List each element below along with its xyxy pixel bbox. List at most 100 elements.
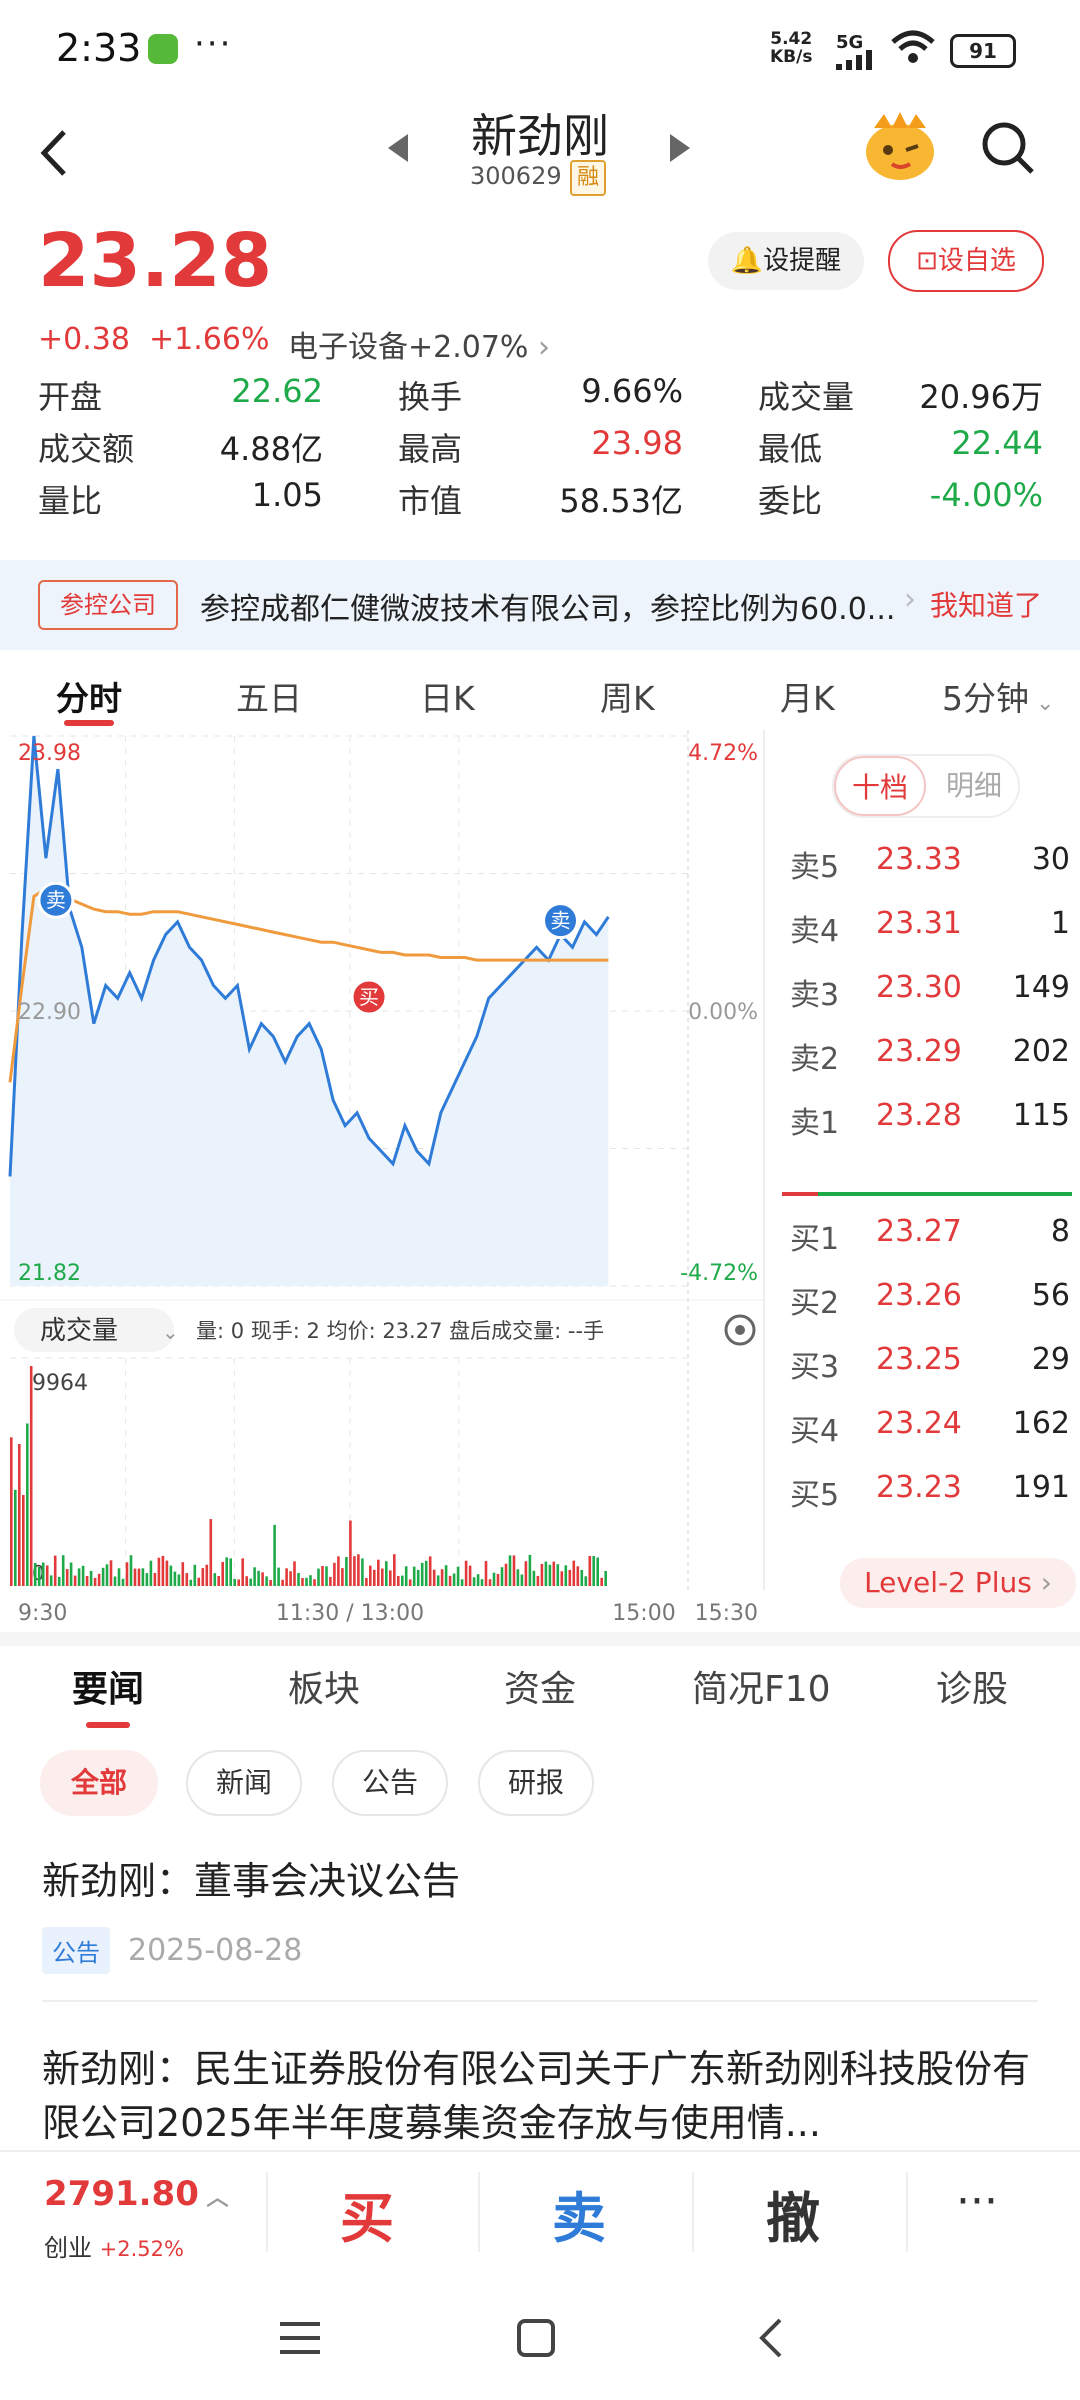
buy-button[interactable]: 买 xyxy=(340,2187,394,2250)
bell-icon: 🔔 xyxy=(730,246,764,276)
ask-row[interactable]: 卖3 23.30 149 xyxy=(780,970,1070,1030)
filter-news[interactable]: 新闻 xyxy=(186,1750,302,1816)
notice-banner[interactable]: 参控公司 参控成都仁健微波技术有限公司，参控比例为60.0... › 我知道了 xyxy=(0,560,1080,650)
bid-row[interactable]: 买5 23.23 191 xyxy=(780,1470,1070,1530)
ask-row[interactable]: 卖1 23.28 115 xyxy=(780,1098,1070,1158)
bid-row[interactable]: 买3 23.25 29 xyxy=(780,1342,1070,1402)
divider xyxy=(266,2172,268,2252)
next-stock-icon[interactable] xyxy=(668,132,692,164)
volume-bar xyxy=(93,1577,97,1586)
level-volume: 30 xyxy=(1031,842,1070,877)
volume-bar xyxy=(33,1562,37,1586)
volume-info: 量: 0 现手: 2 均价: 23.27 盘后成交量: --手 xyxy=(196,1319,604,1343)
volume-bar xyxy=(165,1560,169,1586)
filter-announcement[interactable]: 公告 xyxy=(332,1750,448,1816)
volume-bar xyxy=(528,1554,532,1586)
filter-research[interactable]: 研报 xyxy=(478,1750,594,1816)
volume-bar xyxy=(189,1579,193,1586)
tab-sector[interactable]: 板块 xyxy=(288,1669,361,1710)
volume-bar xyxy=(516,1569,520,1586)
order-book: 十档 明细 卖5 23.33 30 卖4 23.31 1 卖3 23.30 149 卖2 23.29… xyxy=(770,730,1080,1610)
trade-marker-label: 卖 xyxy=(46,888,66,912)
filter-all[interactable]: 全部 xyxy=(40,1750,158,1816)
news-item[interactable]: 新劲刚：董事会决议公告 公告 2025-08-28 xyxy=(42,1850,1042,1974)
volume-bar xyxy=(45,1565,49,1586)
volume-bar xyxy=(245,1576,248,1586)
tab-headlines[interactable]: 要闻 xyxy=(72,1669,145,1710)
volume-bar xyxy=(488,1579,492,1586)
level-volume: 149 xyxy=(1012,970,1070,1005)
level-price: 23.24 xyxy=(876,1406,962,1441)
level-volume: 162 xyxy=(1012,1406,1070,1441)
tab-weekly-k[interactable]: 周K xyxy=(600,679,655,718)
level2-plus-button[interactable]: Level-2 Plus › xyxy=(840,1558,1076,1608)
section-divider xyxy=(0,1632,1080,1646)
volume-bar xyxy=(544,1561,548,1586)
tab-intraday[interactable]: 分时 xyxy=(56,679,122,718)
average-line xyxy=(8,887,609,1083)
quote-stat: 成交量 20.96万 xyxy=(758,372,1043,418)
set-alert-button[interactable]: 🔔设提醒 xyxy=(708,232,864,290)
tab-5day[interactable]: 五日 xyxy=(236,679,302,718)
bid-row[interactable]: 买2 23.26 56 xyxy=(780,1278,1070,1338)
mascot-icon[interactable] xyxy=(862,110,938,182)
level-label: 买5 xyxy=(790,1478,840,1513)
level-price: 23.27 xyxy=(876,1214,962,1249)
volume-bar xyxy=(484,1561,488,1586)
quote-stat: 最高 23.98 xyxy=(398,424,683,470)
news-tabs: 要闻 板块 资金 简况F10 诊股 xyxy=(0,1640,1080,1730)
ask-row[interactable]: 卖5 23.33 30 xyxy=(780,842,1070,902)
tab-daily-k[interactable]: 日K xyxy=(420,679,475,718)
add-watchlist-button[interactable]: ⊡设自选 xyxy=(888,230,1044,292)
volume-bar xyxy=(22,1495,25,1586)
volume-bar xyxy=(412,1566,416,1586)
trade-marker-label: 卖 xyxy=(551,909,571,933)
volume-bar xyxy=(460,1579,464,1586)
volume-bar xyxy=(321,1566,324,1586)
volume-bar xyxy=(49,1575,53,1586)
volume-bar xyxy=(197,1577,201,1586)
volume-bar xyxy=(341,1568,344,1586)
volume-bar xyxy=(361,1558,364,1586)
tab-funds[interactable]: 资金 xyxy=(504,1669,577,1710)
current-price: 23.28 xyxy=(38,218,273,304)
bid-row[interactable]: 买4 23.24 162 xyxy=(780,1406,1070,1466)
volume-bar xyxy=(580,1570,584,1586)
stat-label: 成交额 xyxy=(38,430,135,468)
news-item[interactable]: 新劲刚：民生证券股份有限公司关于广东新劲刚科技股份有限公司2025年半年度募集资… xyxy=(42,2042,1042,2142)
stat-label: 开盘 xyxy=(38,378,103,416)
cancel-order-button[interactable]: 撤 xyxy=(766,2187,820,2250)
index-value[interactable]: 2791.80 ︿ xyxy=(44,2174,229,2214)
price-axis-top: 23.98 xyxy=(18,741,81,766)
tab-monthly-k[interactable]: 月K xyxy=(780,679,835,718)
tab-5min[interactable]: 5分钟 ⌄ xyxy=(942,679,1055,718)
back-nav-icon[interactable] xyxy=(756,2316,784,2360)
dismiss-notice-button[interactable]: 我知道了 xyxy=(930,589,1043,622)
volume-bar xyxy=(97,1573,101,1586)
home-icon[interactable] xyxy=(516,2318,556,2358)
tab-f10[interactable]: 简况F10 xyxy=(692,1669,831,1710)
stat-label: 委比 xyxy=(758,482,823,520)
volume-bar xyxy=(225,1557,228,1586)
ask-row[interactable]: 卖2 23.29 202 xyxy=(780,1034,1070,1094)
prev-stock-icon[interactable] xyxy=(386,132,410,164)
bid-row[interactable]: 买1 23.27 8 xyxy=(780,1214,1070,1274)
network-speed: 5.42 KB/s xyxy=(770,29,813,67)
ten-level-button[interactable]: 十档 xyxy=(834,756,926,816)
notice-text: 参控成都仁健微波技术有限公司，参控比例为60.0... xyxy=(200,592,896,627)
sector-link[interactable]: 电子设备+2.07% › xyxy=(288,330,550,365)
tab-diagnosis[interactable]: 诊股 xyxy=(936,1669,1009,1710)
quote-stat: 量比 1.05 xyxy=(38,476,323,522)
volume-bar xyxy=(401,1575,404,1586)
back-icon[interactable] xyxy=(38,128,68,178)
search-icon[interactable] xyxy=(980,120,1036,176)
ask-row[interactable]: 卖4 23.31 1 xyxy=(780,906,1070,966)
sell-button[interactable]: 卖 xyxy=(552,2187,606,2250)
more-button[interactable]: ··· xyxy=(956,2176,998,2227)
volume-bar xyxy=(520,1574,524,1586)
menu-icon[interactable] xyxy=(280,2320,320,2356)
stat-value: 22.62 xyxy=(231,372,323,410)
detail-button[interactable]: 明细 xyxy=(945,769,1002,802)
quote-stat: 成交额 4.88亿 xyxy=(38,424,323,470)
